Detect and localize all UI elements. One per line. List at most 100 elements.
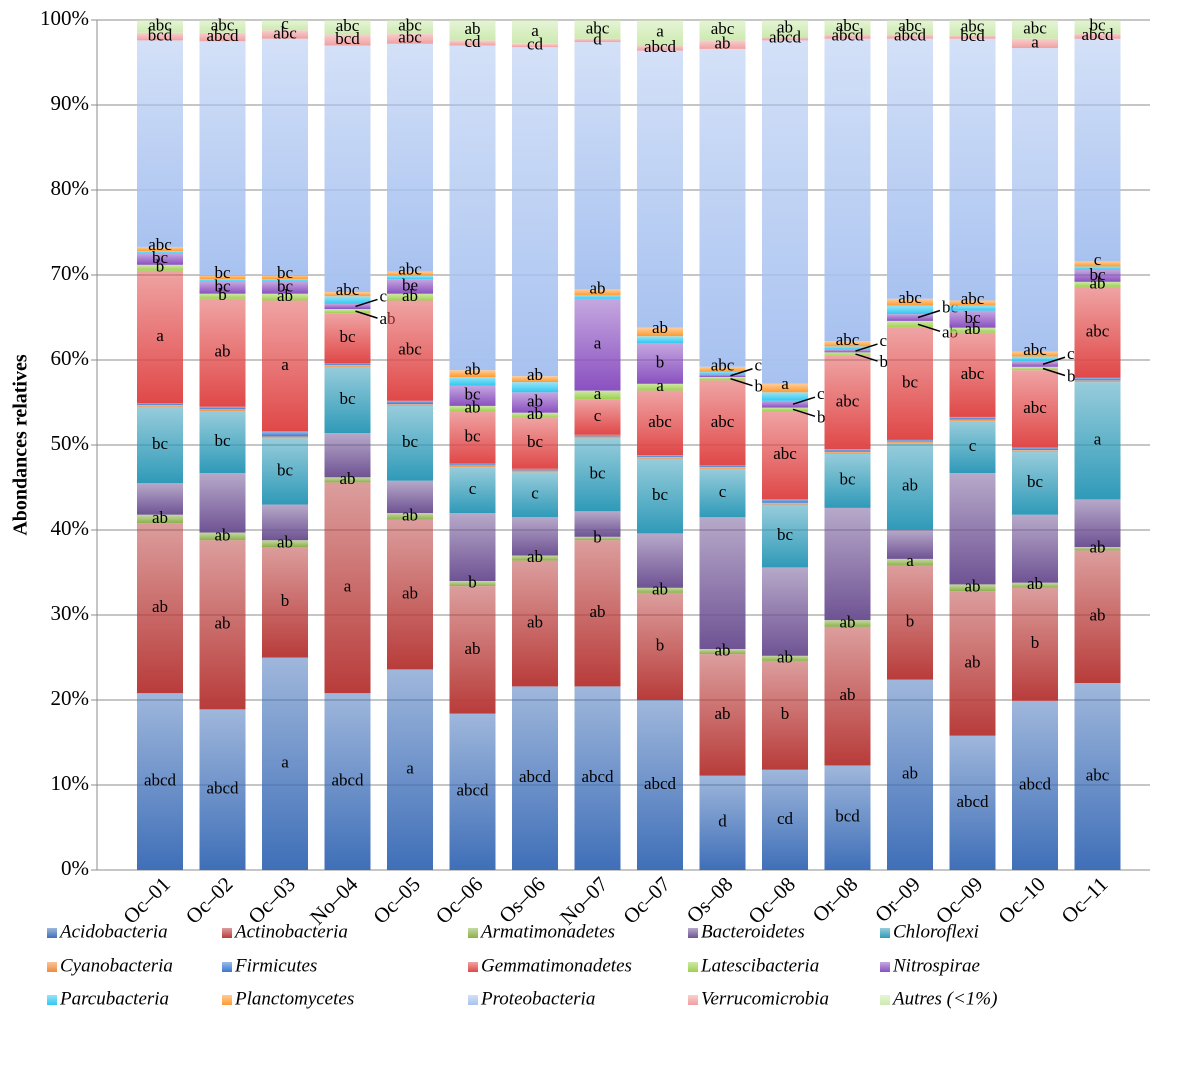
segment-letter: abc: [398, 260, 422, 279]
x-tick-label: Oc–02: [181, 872, 238, 929]
segment-letter: abcd: [1019, 774, 1052, 793]
segment-letter: abcd: [206, 26, 239, 45]
y-tick-label: 10%: [51, 771, 90, 795]
bar-segment: [1012, 450, 1058, 452]
segment-letter: abcd: [456, 781, 489, 800]
bar-segment: [449, 586, 496, 714]
bar-segment: [1012, 48, 1058, 352]
bar-segment: [262, 275, 308, 280]
segment-letter: ab: [777, 17, 793, 36]
y-tick-label: 0%: [61, 856, 89, 880]
segment-letter: abc: [336, 280, 360, 299]
segment-letter: ab: [902, 764, 918, 783]
bar-segment: [512, 417, 558, 469]
bar-segment: [1074, 266, 1121, 270]
segment-letter: c: [469, 479, 477, 498]
bar-segment: [949, 591, 996, 736]
bar-segment: [762, 411, 808, 500]
bar-segment: [262, 30, 308, 39]
bar-segment: [824, 346, 871, 350]
bar-segment: [199, 709, 246, 870]
bar-segment: [762, 40, 808, 384]
y-axis-title: Abondances relatives: [10, 354, 32, 536]
segment-letter: bc: [1089, 265, 1106, 284]
leader-line: [855, 343, 878, 352]
segment-letter: abc: [211, 15, 235, 34]
segment-letter: cd: [777, 809, 794, 828]
bar-segment: [949, 419, 996, 422]
bar-segment: [574, 390, 621, 400]
bar-segment: [762, 660, 808, 770]
bar-segment: [887, 679, 933, 870]
bar-segment: [887, 439, 933, 442]
bar-segment: [887, 320, 933, 328]
legend-label: Nitrospirae: [892, 955, 980, 976]
bar-segment: [762, 20, 808, 37]
bar-segment: [1012, 370, 1058, 448]
bar-segment: [262, 38, 308, 276]
bar-segment: [824, 620, 871, 627]
segment-letter: bc: [339, 389, 356, 408]
bar-segment: [699, 380, 746, 466]
bar-segment: [387, 300, 433, 401]
segment-letter: abc: [1086, 321, 1110, 340]
bar-segment: [699, 48, 746, 367]
bar-segment: [949, 305, 996, 311]
bar-segment: [199, 279, 246, 282]
segment-letter: ab: [714, 640, 730, 659]
segment-letter: ab: [964, 577, 980, 596]
segment-letter: abc: [273, 23, 297, 42]
segment-letter: ab: [527, 365, 543, 384]
bar-segment: [637, 327, 683, 337]
bar-segment: [949, 20, 996, 36]
segment-letter: abcd: [644, 37, 677, 56]
segment-letter: b: [468, 572, 477, 591]
legend-label: Proteobacteria: [480, 988, 595, 1009]
segment-letter: c: [531, 484, 539, 503]
segment-letter: abcd: [144, 771, 177, 790]
bar-segment: [574, 42, 621, 290]
segment-letter: abc: [961, 289, 985, 308]
bar-segment: [1012, 20, 1058, 39]
bar-segment: [949, 416, 996, 420]
segment-letter: abc: [1023, 340, 1047, 359]
bar-segment: [699, 517, 746, 649]
bar-segment: [949, 300, 996, 306]
bar-segment: [699, 467, 746, 469]
leader-line: [855, 353, 878, 362]
bar-segment: [262, 540, 308, 547]
bar-segment: [637, 533, 683, 588]
bar-segment: [1012, 351, 1058, 357]
bar-segment: [137, 523, 183, 694]
segment-letter: abc: [648, 412, 672, 431]
bar-segment: [199, 293, 246, 299]
bar-segment: [574, 540, 621, 687]
segment-letter: ab: [464, 360, 480, 379]
bar-segment: [1074, 261, 1121, 267]
bar-segment: [137, 246, 183, 252]
bar-segment: [699, 649, 746, 655]
bar-segment: [574, 20, 621, 39]
bar-segment: [324, 296, 371, 304]
bar-segment: [637, 343, 683, 384]
segment-letter: b: [755, 377, 764, 396]
bar-segment: [262, 300, 308, 432]
bar-segment: [637, 587, 683, 593]
bar-segment: [387, 400, 433, 405]
bar-segment: [449, 385, 496, 406]
bar-segment: [137, 251, 183, 254]
bar-segment: [324, 365, 371, 367]
segment-letter: a: [594, 334, 602, 353]
segment-letter: ab: [839, 685, 855, 704]
bar-segment: [574, 511, 621, 537]
legend-label: Planctomycetes: [234, 988, 354, 1009]
segment-letter: abc: [1023, 398, 1047, 417]
bar-segment: [324, 433, 371, 478]
bar-segment: [512, 470, 558, 473]
bar-segment: [1012, 38, 1058, 49]
legend-marker: [688, 962, 698, 972]
x-tick-label: Oc–08: [743, 872, 800, 929]
bar-segment: [762, 407, 808, 411]
bar-segment: [387, 279, 433, 294]
bar-segment: [949, 35, 996, 39]
